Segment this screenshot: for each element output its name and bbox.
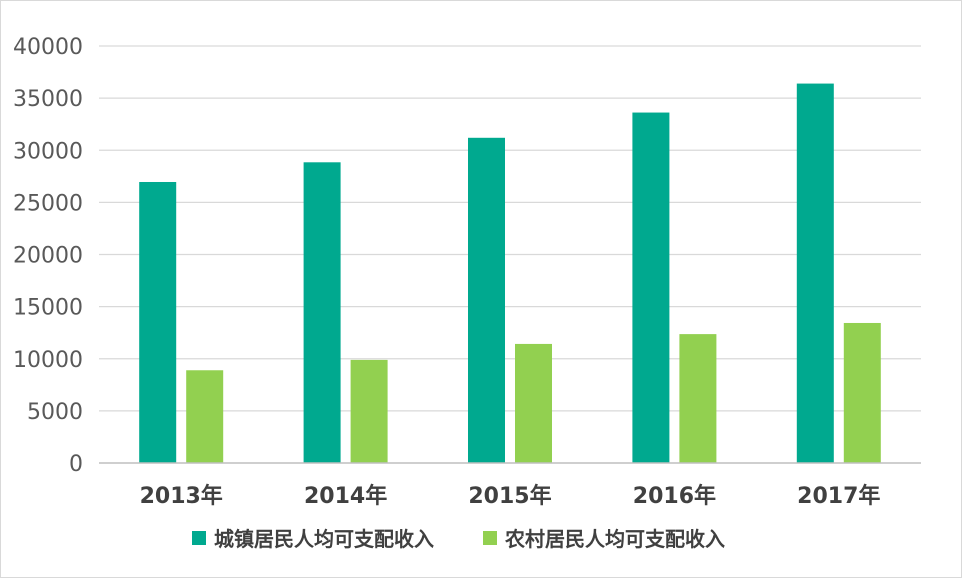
bar-urban-2017年 (796, 83, 834, 463)
y-tick-label: 5000 (27, 400, 83, 425)
x-tick-label: 2016年 (633, 483, 716, 509)
legend-label-urban: 城镇居民人均可支配收入 (214, 527, 434, 551)
bar-rural-2015年 (515, 343, 552, 463)
y-tick-label: 40000 (13, 35, 83, 60)
gridlines (99, 45, 921, 412)
bar-urban-2016年 (632, 112, 670, 464)
y-tick-label: 10000 (13, 348, 83, 373)
x-tick-label: 2013年 (140, 483, 223, 509)
legend: 城镇居民人均可支配收入 农村居民人均可支配收入 (192, 527, 725, 551)
x-tick-label: 2015年 (468, 483, 551, 509)
bar-urban-2014年 (303, 162, 341, 463)
legend-swatch-urban (192, 531, 206, 545)
bar-rural-2013年 (186, 370, 224, 463)
bars (139, 83, 881, 464)
legend-swatch-rural (483, 531, 497, 545)
y-tick-label: 35000 (13, 87, 83, 112)
bar-rural-2016年 (679, 334, 717, 463)
x-tick-label: 2014年 (304, 483, 387, 509)
bar-rural-2014年 (350, 359, 388, 463)
y-tick-label: 20000 (13, 244, 83, 269)
x-tick-label: 2017年 (797, 483, 880, 509)
y-tick-label: 30000 (13, 139, 83, 164)
y-tick-label: 0 (69, 452, 83, 477)
bar-urban-2015年 (468, 137, 505, 464)
bar-urban-2013年 (139, 181, 177, 463)
legend-label-rural: 农村居民人均可支配收入 (504, 527, 725, 551)
y-axis-ticks: 0 5000 10000 15000 20000 25000 30000 35000 40000 (13, 35, 83, 477)
y-tick-label: 25000 (13, 191, 83, 216)
x-axis-ticks: 2013年 2014年 2015年 2016年 2017年 (140, 483, 881, 509)
y-tick-label: 15000 (13, 296, 83, 321)
bar-rural-2017年 (843, 322, 881, 463)
